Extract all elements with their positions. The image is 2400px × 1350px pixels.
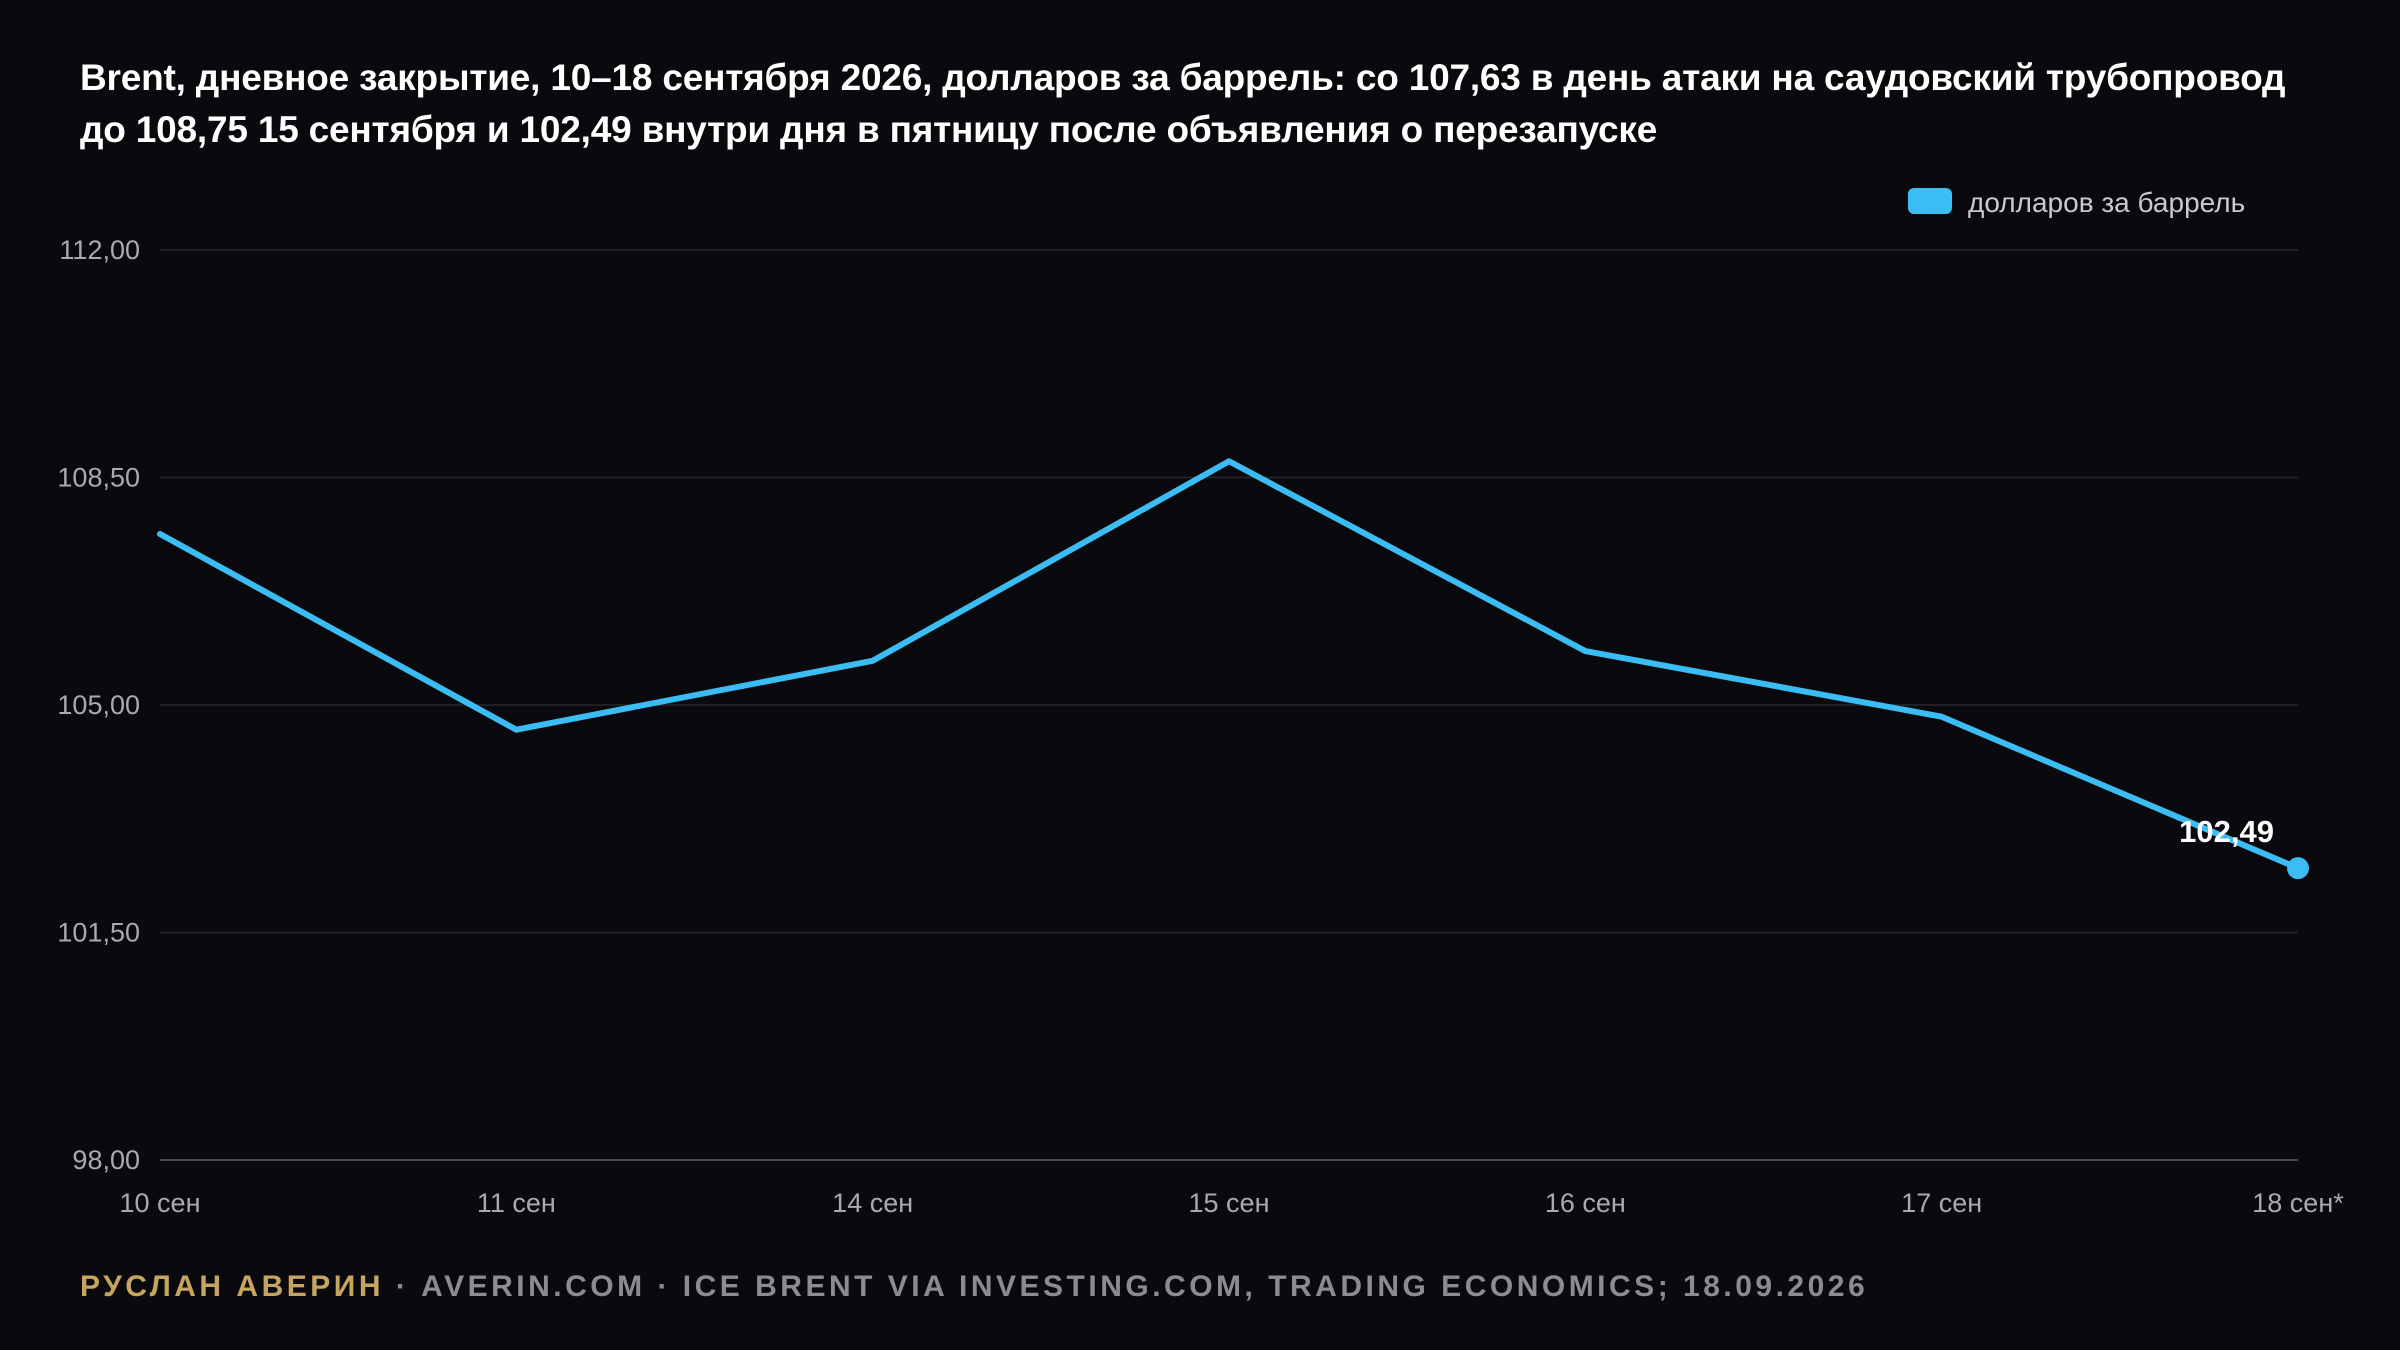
chart-title: Brent, дневное закрытие, 10–18 сентября …	[80, 57, 2286, 150]
x-tick-label: 14 сен	[832, 1188, 913, 1218]
x-tick-label: 15 сен	[1189, 1188, 1270, 1218]
series-line	[157, 458, 2301, 872]
legend-swatch	[1908, 188, 1952, 214]
y-tick-label: 101,50	[57, 918, 140, 948]
y-tick-label: 98,00	[72, 1145, 140, 1175]
x-tick-label: 11 сен	[477, 1188, 556, 1218]
gridlines	[160, 249, 2298, 1161]
legend-label: долларов за баррель	[1968, 187, 2245, 218]
y-tick-label: 105,00	[57, 690, 140, 720]
x-tick-label: 16 сен	[1545, 1188, 1626, 1218]
footer-author: РУСЛАН АВЕРИН	[80, 1270, 384, 1303]
y-axis-ticks: 98,00 101,50 105,00 108,50 112,00	[57, 235, 140, 1175]
x-tick-label: 17 сен	[1901, 1188, 1982, 1218]
footer-source-text: · AVERIN.COM · ICE BRENT VIA INVESTING.C…	[384, 1270, 1869, 1303]
series-group	[157, 458, 2309, 880]
x-tick-label: 18 сен*	[2252, 1188, 2344, 1218]
legend: долларов за баррель	[1908, 187, 2245, 218]
data-point-last	[2287, 857, 2309, 880]
x-tick-label: 10 сен	[120, 1188, 201, 1218]
data-label: 102,49	[2179, 814, 2274, 849]
x-axis-ticks: 10 сен 11 сен 14 сен 15 сен 16 сен 17 сен 18 с…	[120, 1188, 2345, 1218]
y-tick-label: 108,50	[57, 463, 140, 493]
data-labels: 102,49	[2179, 814, 2274, 849]
footer-source: РУСЛАН АВЕРИН · AVERIN.COM · ICE BRENT V…	[80, 1270, 1868, 1304]
y-tick-label: 112,00	[59, 235, 140, 265]
